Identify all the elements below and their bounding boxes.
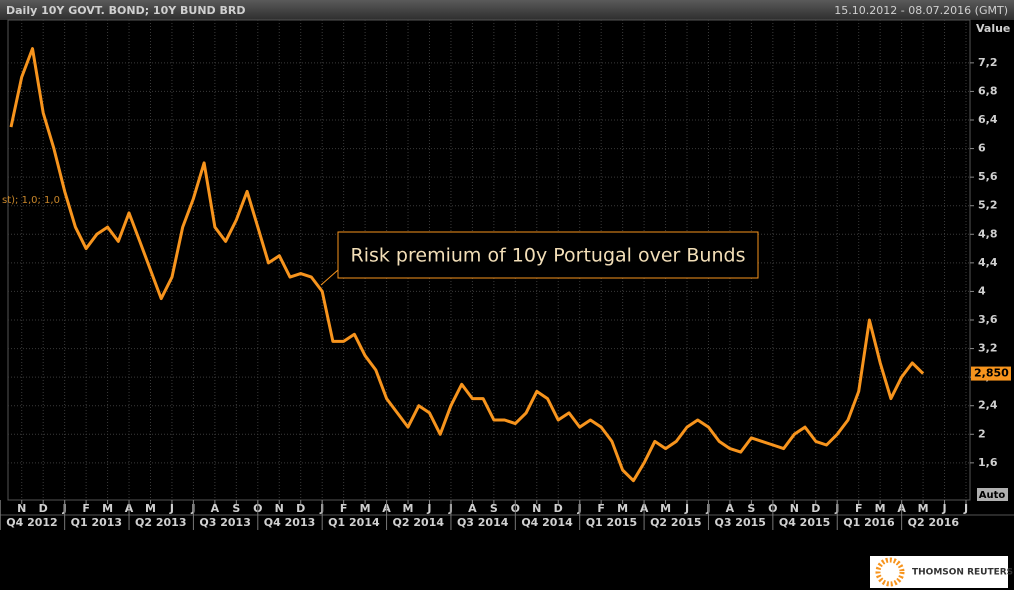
marks <box>9 47 925 483</box>
quarter-label: Q1 2013 <box>71 516 122 529</box>
brand: THOMSON REUTERS <box>912 568 1013 578</box>
x-tick-label: D <box>296 502 305 515</box>
quarter-label: Q2 2014 <box>393 516 445 529</box>
x-tick-label: F <box>82 502 90 515</box>
x-tick-label: M <box>102 502 113 515</box>
x-tick-label: S <box>490 502 498 515</box>
y-tick-label: 5,6 <box>978 170 998 183</box>
quarter-label: Q1 2014 <box>328 516 380 529</box>
x-tick-label: M <box>875 502 886 515</box>
x-tick-label: J <box>426 502 431 515</box>
annotation: Risk premium of 10y Portugal over Bunds <box>351 245 746 267</box>
x-tick-label: N <box>17 502 26 515</box>
x-tick-label: J <box>941 502 946 515</box>
quarter-label: Q3 2013 <box>199 516 250 529</box>
x-tick-label: D <box>554 502 563 515</box>
y-tick-label: 2,4 <box>978 399 998 412</box>
x-tick-label: F <box>597 502 605 515</box>
x-tick-label: J <box>684 502 689 515</box>
x-tick-label: F <box>855 502 863 515</box>
x-tick-label: M <box>617 502 628 515</box>
last-value-marker <box>971 366 1011 381</box>
y-tick-label: 6,8 <box>978 84 998 97</box>
x-tick-label: M <box>360 502 371 515</box>
y-tick-label: 4 <box>978 284 986 297</box>
x-tick-label: M <box>918 502 929 515</box>
x-tick-label: N <box>275 502 284 515</box>
quarter-label: Q1 2015 <box>586 516 637 529</box>
y-tick-label: 3,2 <box>978 342 998 355</box>
quarter-label: Q2 2013 <box>135 516 186 529</box>
x-tick-label: M <box>660 502 671 515</box>
y-tick-label: 2 <box>978 427 986 440</box>
chart-title: Daily 10Y GOVT. BOND; 10Y BUND BRD <box>6 4 246 17</box>
y-tick-label: 6,4 <box>978 113 998 126</box>
annotation-box <box>337 231 759 279</box>
quarter-label: Q3 2014 <box>457 516 509 529</box>
quarter-label: Q4 2014 <box>521 516 573 529</box>
x-tick-label: M <box>403 502 414 515</box>
y-tick-label: 5,2 <box>978 199 998 212</box>
quarter-label: Q2 2016 <box>908 516 960 529</box>
quarter-label: Q2 2015 <box>650 516 701 529</box>
y-tick-label: 4,8 <box>978 227 998 240</box>
y-tick-label: 7,2 <box>978 56 998 69</box>
x-tick-label: D <box>39 502 48 515</box>
x-tick-label: N <box>790 502 799 515</box>
annotation-connector <box>320 269 339 286</box>
x-tick-label: A <box>468 502 477 515</box>
auto-button[interactable] <box>977 488 1008 501</box>
x-tick-label: S <box>232 502 240 515</box>
auto-label: Auto <box>979 490 1006 501</box>
y-tick-label: 6 <box>978 142 986 155</box>
legend-fragment: st); 1,0; 1,0 <box>2 195 60 206</box>
x-tick-label: M <box>145 502 156 515</box>
y-tick-label: 1,6 <box>978 456 998 469</box>
header-bar <box>0 0 1014 20</box>
quarter-label: Q3 2015 <box>714 516 765 529</box>
x-tick-label: A <box>211 502 220 515</box>
x-tick-label: F <box>340 502 348 515</box>
quarter-label: Q1 2016 <box>843 516 895 529</box>
x-tick-label: J <box>169 502 174 515</box>
x-tick-label: D <box>811 502 820 515</box>
date-range: 15.10.2012 - 08.07.2016 (GMT) <box>834 4 1008 17</box>
x-tick-label: J <box>963 502 968 515</box>
quarter-label: Q4 2013 <box>264 516 315 529</box>
brand-box <box>870 556 1008 588</box>
y-tick-label: 3,6 <box>978 313 998 326</box>
last-value-label: 2,850 <box>974 367 1009 380</box>
y-tick-label: 4,4 <box>978 256 998 269</box>
y-axis-label: Value <box>976 22 1010 35</box>
quarter-label: Q4 2015 <box>779 516 830 529</box>
brand-logo <box>875 557 905 587</box>
series-line <box>9 47 925 483</box>
x-tick-label: N <box>532 502 541 515</box>
quarter-label: Q4 2012 <box>6 516 57 529</box>
x-tick-label: A <box>726 502 735 515</box>
x-tick-label: S <box>747 502 755 515</box>
